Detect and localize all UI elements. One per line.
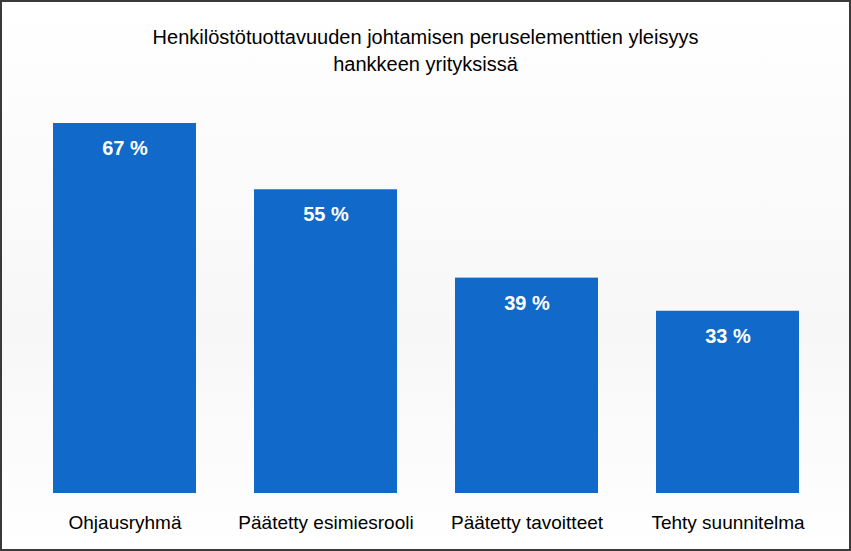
svg-text:33 %: 33 % [705, 325, 751, 347]
svg-text:Ohjausryhmä: Ohjausryhmä [69, 512, 182, 533]
svg-text:Tehty suunnitelma: Tehty suunnitelma [651, 512, 805, 533]
html-text:Henkilöstötuottavuuden johtami: Henkilöstötuottavuuden johtamisen peruse… [152, 26, 699, 75]
svg-text:67 %: 67 % [102, 137, 148, 159]
svg-text:55 %: 55 % [303, 203, 349, 225]
svg-text:Päätetty esimiesrooli: Päätetty esimiesrooli [238, 512, 413, 533]
svg-text:Päätetty tavoitteet: Päätetty tavoitteet [451, 512, 604, 533]
svg-text:39 %: 39 % [504, 292, 550, 314]
